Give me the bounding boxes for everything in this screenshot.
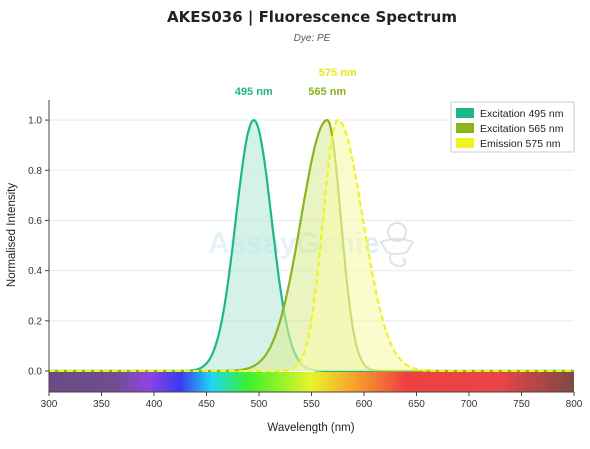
x-tick-label-6: 600 — [356, 399, 373, 410]
peak-label-1: 565 nm — [308, 86, 346, 98]
legend-swatch-2 — [456, 138, 474, 148]
y-tick-label-5: 1.0 — [28, 116, 42, 127]
genie-logo-icon — [379, 222, 415, 268]
y-tick-label-4: 0.8 — [28, 166, 42, 177]
peak-label-0: 495 nm — [235, 86, 273, 98]
x-axis-ticks: 300 350 400 450 500 550 600 650 700 750 800 — [41, 392, 583, 410]
chart-title: AKES036 | Fluorescence Spectrum — [167, 8, 457, 27]
x-tick-label-5: 550 — [303, 399, 320, 410]
x-axis-label: Wavelength (nm) — [267, 422, 354, 434]
y-tick-label-0: 0.0 — [28, 367, 42, 378]
x-tick-label-8: 700 — [461, 399, 478, 410]
y-axis-ticks: 0.0 0.2 0.4 0.6 0.8 1.0 — [28, 116, 49, 378]
series-line-2 — [49, 118, 574, 373]
visible-spectrum-bar — [49, 372, 574, 392]
x-tick-label-7: 650 — [408, 399, 425, 410]
legend-swatch-1 — [456, 123, 474, 133]
y-tick-label-1: 0.2 — [28, 316, 42, 327]
series-area-2 — [49, 120, 574, 371]
y-axis-label: Normalised Intensity — [6, 183, 18, 287]
x-tick-label-0: 300 — [41, 399, 58, 410]
x-tick-label-3: 450 — [198, 399, 215, 410]
x-tick-label-2: 400 — [146, 399, 163, 410]
spectrum-areas — [49, 118, 574, 373]
peak-labels: 495 nm 565 nm 575 nm — [235, 67, 357, 98]
legend-label-2: Emission 575 nm — [480, 138, 561, 150]
y-tick-label-3: 0.6 — [28, 216, 42, 227]
legend-swatch-0 — [456, 108, 474, 118]
x-tick-label-10: 800 — [566, 399, 583, 410]
x-tick-label-1: 350 — [93, 399, 110, 410]
series-area-1 — [49, 120, 574, 371]
legend: Excitation 495 nm Excitation 565 nm Emissi… — [450, 101, 575, 153]
legend-label-1: Excitation 565 nm — [480, 123, 564, 135]
x-tick-label-9: 750 — [513, 399, 530, 410]
chart-subtitle: Dye: PE — [294, 33, 331, 44]
x-tick-label-4: 500 — [251, 399, 268, 410]
y-tick-label-2: 0.4 — [28, 266, 42, 277]
legend-label-0: Excitation 495 nm — [480, 108, 564, 120]
peak-label-2: 575 nm — [319, 67, 357, 79]
